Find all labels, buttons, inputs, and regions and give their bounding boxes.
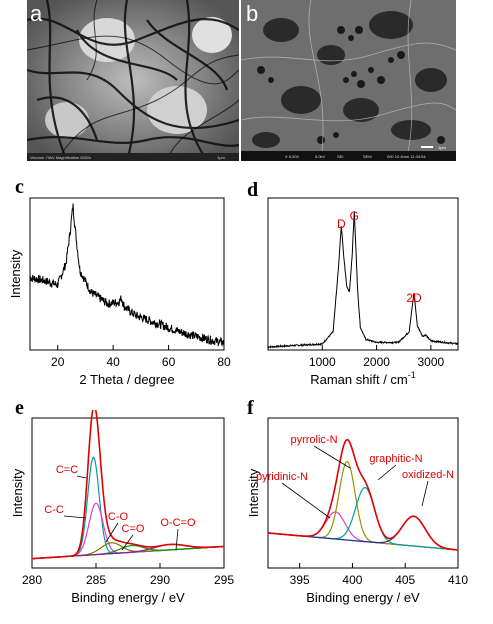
tem-scale-label: 1μm — [217, 155, 226, 160]
c1s-peak-label: C-O — [108, 511, 129, 523]
x-tick-label: 410 — [448, 573, 468, 587]
c1s-label-pointer — [76, 475, 87, 479]
panel-d-label: d — [247, 179, 259, 201]
y-axis-label: Intensity — [8, 249, 23, 298]
y-axis-label: Intensity — [246, 468, 261, 517]
x-tick-label: 60 — [162, 355, 176, 369]
plot-frame — [267, 417, 459, 569]
sem-mode: SEI — [337, 154, 343, 159]
c1s-peak-label: O-C=O — [160, 517, 196, 529]
n1s-peak-label: pyridinic-N — [256, 471, 308, 483]
n1s-peak-label: oxidized-N — [402, 469, 454, 481]
n1s-peak-label: graphitic-N — [369, 453, 422, 465]
xps-c1s-chart: 280 285 290 295 Binding energy / eV Intensity… — [10, 410, 234, 605]
plot-frame — [31, 417, 225, 569]
sem-image: X 6,000 5.0kV SEI SEM WD 10.4mm 11:34:54… — [241, 0, 456, 161]
c1s-label-pointer — [121, 534, 134, 551]
c1s-envelope-curve — [32, 410, 224, 560]
panel-b-label: b — [246, 1, 259, 26]
x-axis-label: Raman shift / cm-1 — [310, 370, 416, 387]
sem-scale-label: 1μm — [438, 145, 447, 150]
n1s-label-pointer — [281, 482, 331, 519]
x-tick-label: 1000 — [309, 355, 336, 369]
x-axis-label: 2 Theta / degree — [79, 372, 174, 387]
panel-a-label: a — [30, 1, 43, 26]
x-tick-label: 285 — [86, 573, 106, 587]
x-tick-label: 3000 — [418, 355, 445, 369]
tem-caption: Vacuum 70kV Magnification 8000x — [30, 155, 91, 160]
c1s-peak-label: C-C — [44, 504, 64, 516]
x-axis-label: Binding energy / eV — [306, 590, 420, 605]
c1s-label-pointer — [105, 522, 119, 543]
n1s-label-pointer — [421, 480, 429, 507]
x-tick-label: 280 — [22, 573, 42, 587]
n1s-label-pointer — [313, 445, 351, 469]
n1s-envelope-curve — [268, 438, 459, 551]
sem-wd: WD 10.4mm 11:34:54 — [387, 154, 426, 159]
x-tick-label: 290 — [150, 573, 170, 587]
raman-peak-label: G — [350, 209, 359, 223]
y-axis-label: Intensity — [10, 468, 25, 517]
plot-frame — [29, 197, 225, 351]
x-axis-label: Binding energy / eV — [71, 590, 185, 605]
raman-curve — [267, 211, 459, 349]
c1s-peak-label: C=O — [122, 523, 145, 535]
x-tick-label: 20 — [51, 355, 65, 369]
x-tick-label: 395 — [290, 573, 310, 587]
c1s-label-pointer — [63, 515, 87, 519]
x-tick-label: 400 — [342, 573, 362, 587]
panel-c-label: c — [15, 176, 24, 198]
n1s-label-pointer — [377, 464, 397, 481]
xps-n1s-chart: 395 400 405 410 Binding energy / eV Intensity… — [246, 417, 468, 605]
plot-frame — [267, 197, 459, 351]
x-tick-label: 40 — [106, 355, 120, 369]
c1s-peak-label: C=C — [56, 464, 78, 476]
xrd-curve — [29, 203, 225, 347]
panel-f-label: f — [247, 397, 254, 419]
xrd-chart: 20 40 60 80 2 Theta / degree Intensity — [8, 197, 231, 387]
sem-kv: 5.0kV — [315, 154, 326, 159]
sem-type: SEM — [363, 154, 372, 159]
c1s-label-pointer — [175, 528, 179, 551]
panel-e-label: e — [15, 397, 24, 419]
x-tick-label: 2000 — [363, 355, 390, 369]
raman-peak-label: D — [337, 217, 346, 231]
tem-image: Vacuum 70kV Magnification 8000x 1μm — [27, 0, 239, 161]
raman-peak-label: 2D — [406, 291, 422, 305]
x-tick-label: 405 — [395, 573, 415, 587]
x-tick-label: 295 — [214, 573, 234, 587]
x-axis-label-superscript: -1 — [408, 370, 416, 380]
n1s-component-curve — [268, 515, 459, 551]
n1s-peak-label: pyrrolic-N — [290, 434, 337, 446]
x-tick-label: 80 — [217, 355, 231, 369]
sem-mag: X 6,000 — [285, 154, 300, 159]
